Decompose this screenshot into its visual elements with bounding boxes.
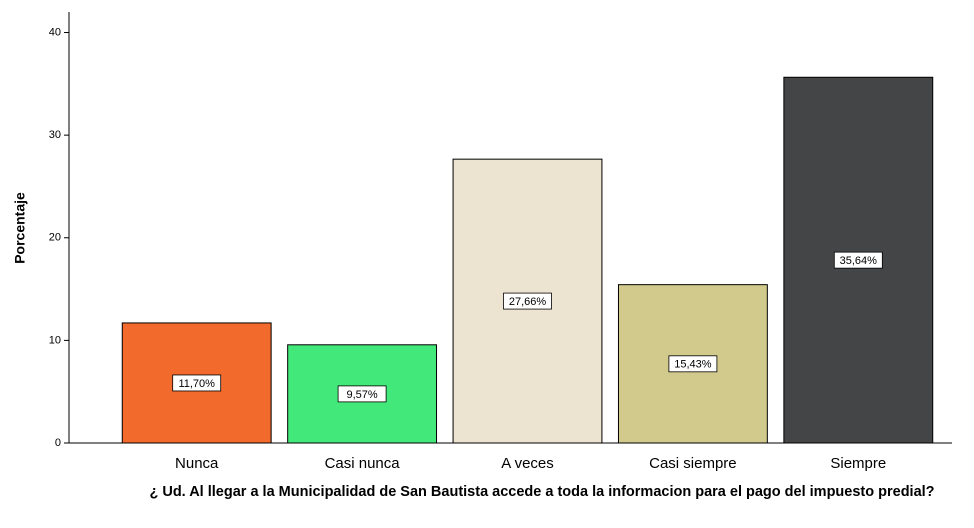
value-label: 15,43%	[674, 359, 712, 371]
y-tick-label: 30	[49, 129, 61, 141]
value-label-box	[172, 374, 222, 392]
value-label: 9,57%	[346, 389, 377, 401]
value-label-box	[503, 292, 552, 310]
value-label-box	[668, 355, 718, 373]
value-label: 35,64%	[840, 255, 878, 267]
x-axis-title: ¿ Ud. Al llegar a la Municipalidad de Sa…	[149, 484, 935, 500]
value-label-box	[833, 251, 883, 269]
x-tick-label: Siempre	[830, 455, 886, 472]
value-label: 11,70%	[178, 378, 215, 390]
value-label-box	[337, 385, 387, 403]
x-tick-label: Casi nunca	[325, 455, 401, 472]
x-tick-label: Casi siempre	[649, 455, 737, 472]
x-tick-label: Nunca	[175, 455, 219, 472]
y-tick-label: 0	[55, 437, 61, 449]
value-label: 27,66%	[509, 296, 547, 308]
y-tick-label: 40	[49, 26, 61, 38]
y-tick-label: 20	[49, 232, 61, 244]
y-tick-label: 10	[49, 334, 61, 346]
y-axis-title: Porcentaje	[12, 192, 28, 264]
x-tick-label: A veces	[501, 455, 554, 472]
